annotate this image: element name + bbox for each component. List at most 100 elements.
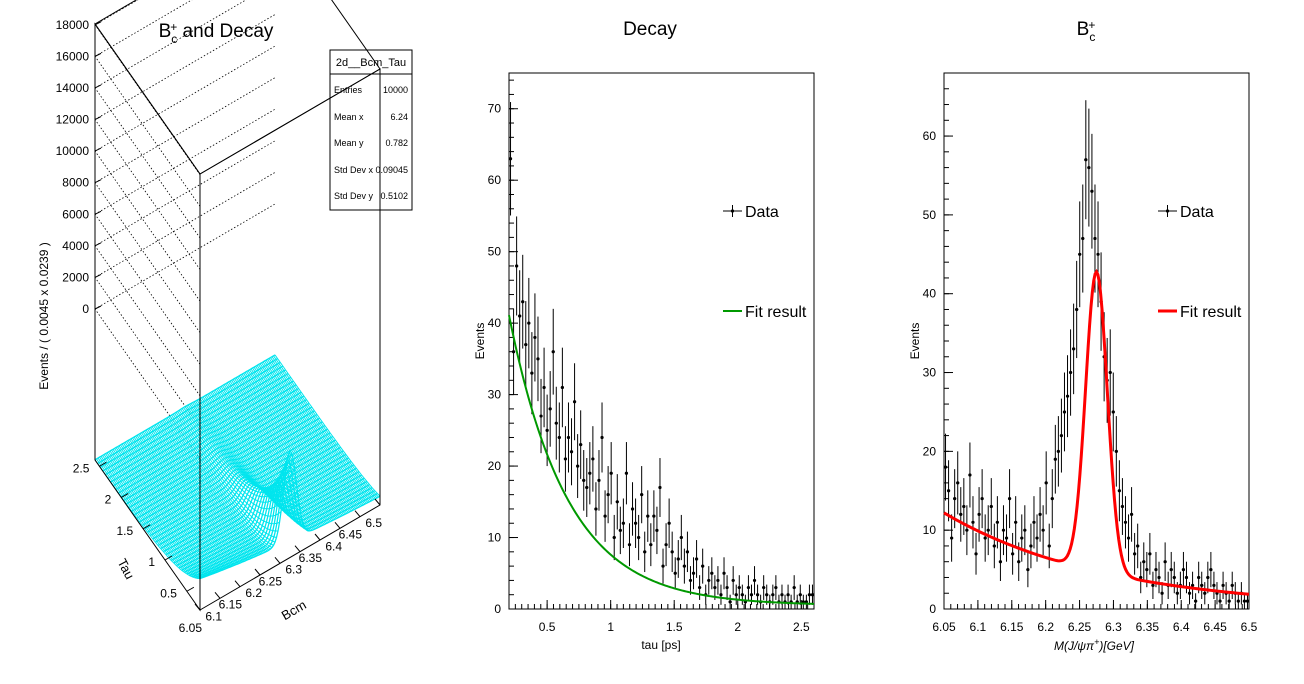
panel2-data-marker: [530, 371, 534, 375]
panel3-data-point: [1050, 469, 1054, 529]
panel2-data-marker: [518, 314, 522, 318]
panel2-legend: Data Fit result: [723, 204, 807, 321]
panel1-tau-tick-label: 1.5: [116, 524, 133, 538]
panel3-data-marker: [995, 520, 999, 524]
panel1-grid-side: [94, 182, 201, 333]
panel3-data-point: [1072, 303, 1076, 395]
panel3-data-point: [1059, 398, 1064, 473]
panel1-surface-line: [232, 379, 339, 519]
panel3-data-marker: [950, 536, 954, 540]
panel1-grid-back: [94, 108, 276, 215]
panel3-data-point: [1148, 532, 1152, 575]
panel2-data-marker: [664, 543, 668, 547]
panel2-data-point: [527, 277, 531, 369]
panel1-surface-line: [142, 431, 249, 561]
panel1-surface-line: [231, 380, 337, 519]
stats-stdy-value: 0.5102: [380, 191, 408, 201]
panel1-bcm-tick: [234, 580, 241, 587]
panel1-surface-line: [163, 419, 270, 551]
panel2-data-point: [664, 523, 668, 567]
panel1-surface-line: [153, 425, 259, 556]
panel2-data-marker: [658, 485, 662, 490]
panel2-data-point: [515, 216, 519, 316]
panel2-data-marker: [786, 593, 790, 597]
panel2-data-marker: [707, 578, 711, 583]
panel2-data-point: [646, 490, 650, 542]
panel3-data-marker: [1078, 252, 1082, 256]
panel1-bcm-tick-label: 6.5: [365, 516, 382, 530]
panel3-data-marker: [1242, 599, 1247, 603]
panel3-data-marker: [943, 465, 948, 469]
panel1-surface-line: [249, 369, 355, 510]
panel3-y-tick-label: 10: [923, 523, 937, 537]
panel3-data-marker: [1206, 575, 1210, 580]
panel2-data-marker: [594, 507, 598, 511]
panel2-data-marker: [673, 571, 677, 575]
panel2-data-point: [530, 332, 534, 415]
panel1-surface-line: [111, 449, 217, 573]
panel3-data-marker: [946, 489, 951, 493]
panel2-data-point: [746, 575, 751, 600]
panel3-data-point: [1062, 372, 1067, 452]
panel2-data-marker: [542, 385, 546, 390]
panel3-data-marker: [1075, 307, 1079, 312]
panel2-y-tick-label: 30: [488, 388, 502, 402]
panel1-surface-line: [114, 448, 220, 572]
panel1-tau-tick: [121, 493, 129, 498]
panel1-grid-side: [94, 308, 201, 460]
panel2-data-marker: [566, 435, 571, 440]
panel2-data-point: [591, 426, 595, 492]
panel3-data-point: [956, 451, 960, 515]
panel1-surface-line: [211, 391, 318, 529]
panel3-y-tick-label: 50: [923, 208, 937, 222]
panel1-z-tick: [94, 147, 102, 152]
panel1-surface-line: [246, 371, 352, 512]
panel3-data-marker: [962, 504, 966, 509]
panel3-data-marker: [1151, 583, 1155, 587]
panel1-z-tick: [94, 52, 102, 57]
panel3-data-marker: [968, 473, 972, 477]
panel2-data-point: [524, 301, 528, 389]
panel1-surface-line: [141, 432, 247, 561]
panel3-data-marker: [1120, 504, 1125, 509]
panel3-data-marker: [1090, 189, 1094, 193]
panel2-legend-fit-label: Fit result: [745, 304, 807, 321]
panel1-surface-line: [103, 454, 210, 576]
panel3-title: Bc+: [1077, 18, 1096, 44]
panel1-z-tick-label: 14000: [56, 81, 90, 95]
panel3-data-marker: [1126, 536, 1131, 540]
panel2-data-marker: [807, 593, 812, 597]
panel1-z-tick-label: 6000: [62, 207, 89, 221]
panel1-surface-line: [99, 456, 205, 578]
panel3-data-point: [1242, 593, 1247, 609]
panel2-data-marker: [588, 471, 592, 475]
panel1-surface-line: [126, 441, 232, 567]
panel1-surface-line: [204, 395, 310, 532]
panel2-data-point: [792, 575, 796, 600]
panel3-data-point: [1023, 505, 1027, 556]
panel1-z-axis-label: Events / ( 0.0045 x 0.0239 ): [37, 242, 51, 389]
panel3-data-point: [1065, 355, 1070, 438]
panel3-data-point: [1120, 478, 1125, 535]
panel3-data-point: [1203, 582, 1207, 605]
panel1-surface-line: [201, 397, 307, 531]
panel2-data-point: [688, 566, 693, 595]
panel1-surface-line: [268, 358, 375, 500]
panel3-x-tick-label: 6.25: [1068, 620, 1092, 634]
panel2-data-marker: [649, 543, 653, 547]
panel2-data-point: [725, 575, 729, 600]
panel1-z-tick-label: 8000: [62, 176, 89, 190]
panel3-data-point: [965, 505, 969, 556]
panel3-data-marker: [1014, 520, 1018, 524]
panel2-data-marker: [563, 457, 568, 461]
panel1-bcm-tick-label: 6.3: [285, 563, 302, 577]
panel3-data-point: [1075, 260, 1079, 359]
stats-meanx-label: Mean x: [334, 112, 364, 122]
panel2-data-marker: [755, 593, 760, 597]
panel3-data-marker: [1017, 560, 1021, 564]
panel3-data-point: [1114, 416, 1118, 487]
panel1-grid-side: [94, 119, 201, 270]
panel2-data-point: [551, 308, 555, 395]
panel2-data-point: [640, 466, 644, 524]
panel3-data-point: [1053, 424, 1057, 494]
